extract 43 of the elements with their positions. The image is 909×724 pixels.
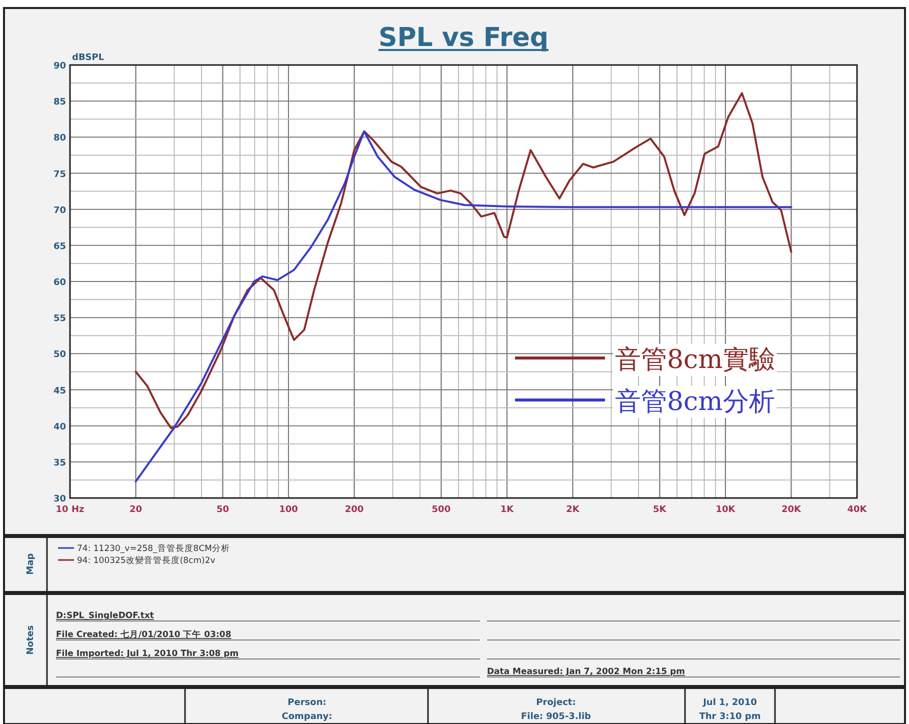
- x-tick-label: 100: [279, 505, 298, 515]
- y-tick-label: 60: [53, 278, 66, 288]
- text: Jul 1, 2010: [702, 698, 757, 708]
- y-tick-label: 90: [53, 62, 66, 72]
- y-tick-label: 70: [53, 206, 66, 216]
- y-tick-label: 75: [53, 170, 66, 180]
- x-tick-label: 1K: [500, 505, 515, 515]
- x-tick-label: 2K: [566, 505, 580, 515]
- legend-label: 音管8cm實驗: [615, 345, 775, 375]
- x-tick-label: 10 Hz: [56, 505, 84, 515]
- x-tick-label: 20K: [781, 505, 802, 515]
- y-tick-label: 50: [53, 350, 66, 360]
- x-tick-label: 10K: [716, 505, 736, 515]
- x-tick-label: 50: [216, 505, 229, 515]
- text: Data Measured: Jan 7, 2002 Mon 2:15 pm: [487, 667, 686, 677]
- legend-label: 音管8cm分析: [615, 387, 775, 417]
- y-tick-label: 65: [53, 242, 66, 252]
- text: Map: [26, 552, 36, 575]
- text: File Imported: Jul 1, 2010 Thr 3:08 pm: [56, 649, 239, 659]
- text: Thr 3:10 pm: [699, 712, 761, 722]
- text: Project:: [536, 698, 576, 708]
- y-tick-label: 80: [53, 134, 66, 144]
- y-tick-label: 45: [53, 386, 66, 396]
- chart-title: SPL vs Freq: [378, 23, 549, 53]
- text: 94: 100325改變音管長度(8cm)2v: [77, 555, 216, 566]
- y-axis-title: dBSPL: [72, 53, 104, 63]
- text: 74: 11230_v=258_音管長度8CM分析: [77, 543, 230, 554]
- x-tick-label: 500: [432, 505, 451, 515]
- x-tick-label: 40K: [847, 505, 868, 515]
- x-tick-label: 200: [344, 505, 364, 515]
- text: D:SPL_SingleDOF.txt: [56, 611, 154, 621]
- y-tick-label: 40: [53, 422, 66, 432]
- text: File: 905-3.lib: [521, 712, 592, 722]
- x-tick-label: 5K: [653, 505, 668, 515]
- y-tick-label: 35: [53, 458, 66, 468]
- x-tick-label: 20: [130, 505, 142, 515]
- y-tick-label: 55: [53, 314, 66, 324]
- text: Company:: [282, 712, 332, 722]
- text: Notes: [26, 625, 36, 655]
- y-tick-label: 85: [53, 98, 66, 108]
- text: File Created: 七月/01/2010 下午 03:08: [56, 629, 232, 640]
- text: Person:: [288, 698, 326, 708]
- y-tick-label: 30: [53, 494, 66, 504]
